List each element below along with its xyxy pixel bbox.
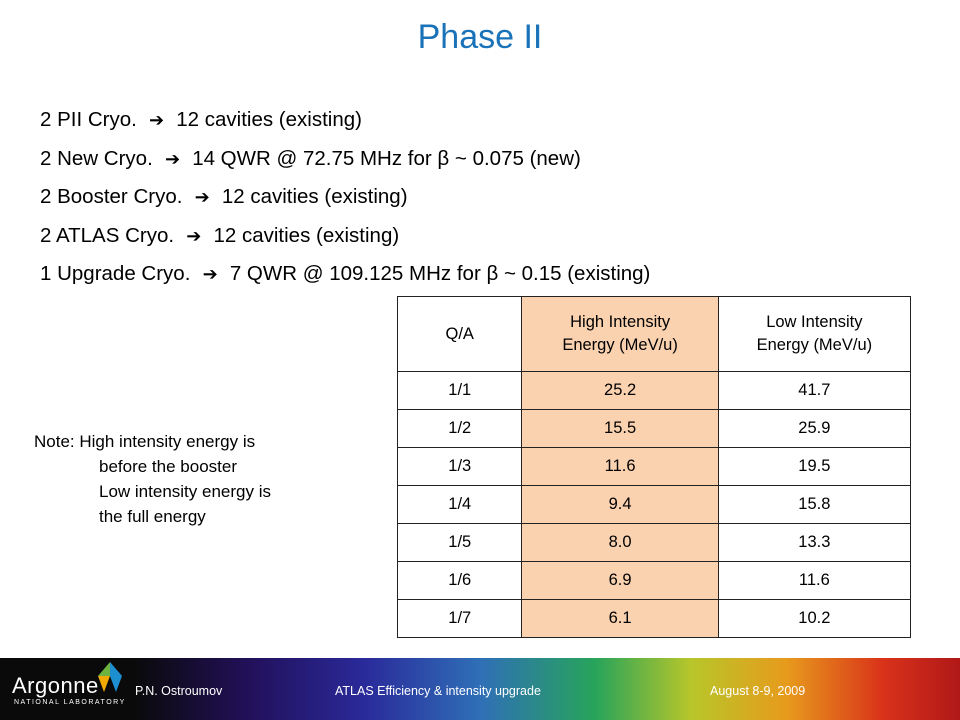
note-line: before the booster [99,457,237,476]
table-row: 1/5 8.0 13.3 [396,523,912,562]
table-row: 1/7 6.1 10.2 [396,599,912,638]
cell-high: 9.4 [521,485,719,524]
cell-low: 41.7 [717,371,912,410]
footer-date: August 8-9, 2009 [710,684,806,698]
note-block: Note: High intensity energy is before th… [34,429,271,529]
cell-low: 15.8 [717,485,912,524]
arrow-icon: ➔ [149,110,165,130]
cell-high: 25.2 [521,371,719,410]
cell-high: 6.1 [521,599,719,638]
bullet-text: 12 cavities (existing) [213,223,400,247]
footer-bar: Argonne NATIONAL LABORATORY P.N. Ostroum… [0,658,960,720]
header-line: Low Intensity [766,313,863,331]
bullet-item: 2 Booster Cryo. ➔ 12 cavities (existing) [40,181,650,220]
arrow-icon: ➔ [164,148,181,169]
footer-topic: ATLAS Efficiency & intensity upgrade [335,684,541,698]
arrow-icon: ➔ [194,187,210,207]
cell-qa: 1/4 [396,485,523,524]
cell-qa: 1/3 [396,447,523,486]
cell-qa: 1/1 [396,371,523,410]
arrow-icon: ➔ [202,264,218,284]
note-line: Note: High intensity energy is [34,432,256,451]
note-line: Low intensity energy is [99,482,271,501]
table-row: 1/6 6.9 11.6 [396,561,912,600]
logo-wordmark: Argonne [12,673,99,698]
table-row: 1/2 15.5 25.9 [396,409,912,448]
arrow-icon: ➔ [186,225,202,246]
cell-high: 15.5 [521,409,719,448]
footer-author: P.N. Ostroumov [135,684,223,698]
argonne-logo: Argonne NATIONAL LABORATORY [12,662,126,708]
cell-low: 10.2 [717,599,912,638]
bullet-text: 2 ATLAS Cryo. [40,223,175,247]
bullet-text: 14 QWR @ 72.75 MHz for β ~ 0.075 (new) [192,146,581,170]
header-qa: Q/A [396,296,523,372]
cell-qa: 1/7 [396,599,523,638]
header-high-intensity: High Intensity Energy (MeV/u) [521,296,719,372]
cell-low: 13.3 [717,523,912,562]
bullet-item: 2 New Cryo. ➔ 14 QWR @ 72.75 MHz for β ~… [40,143,650,182]
bullet-text: 12 cavities (existing) [221,185,408,208]
bullet-text: 12 cavities (existing) [176,108,362,131]
cell-qa: 1/5 [396,523,523,562]
cell-low: 25.9 [717,409,912,448]
bullet-text: 1 Upgrade Cryo. [40,262,191,285]
cell-qa: 1/2 [396,409,523,448]
header-line: Energy (MeV/u) [562,336,678,354]
table-row: 1/4 9.4 15.8 [396,485,912,524]
header-line: Energy (MeV/u) [756,336,873,354]
cell-high: 11.6 [521,447,719,486]
bullet-item: 1 Upgrade Cryo. ➔ 7 QWR @ 109.125 MHz fo… [40,258,650,297]
cell-high: 8.0 [521,523,719,562]
bullet-text: 2 New Cryo. [40,146,153,170]
table-row: 1/3 11.6 19.5 [396,447,912,486]
bullet-text: 2 Booster Cryo. [40,185,183,208]
bullet-item: 2 PII Cryo. ➔ 12 cavities (existing) [40,104,650,143]
bullet-text: 2 PII Cryo. [40,108,137,131]
cell-qa: 1/6 [396,561,523,600]
table-row: 1/1 25.2 41.7 [396,371,912,410]
logo-subtitle: NATIONAL LABORATORY [14,699,126,706]
argonne-triangle-icon [98,662,122,692]
cell-low: 11.6 [717,561,912,600]
bullet-list: 2 PII Cryo. ➔ 12 cavities (existing) 2 N… [40,104,650,297]
cell-low: 19.5 [717,447,912,486]
note-line: the full energy [99,507,206,526]
slide-title: Phase II [417,18,543,56]
header-low-intensity: Low Intensity Energy (MeV/u) [717,296,912,372]
energy-table: Q/A High Intensity Energy (MeV/u) Low In… [396,296,912,638]
header-line: High Intensity [570,313,671,331]
bullet-text: 7 QWR @ 109.125 MHz for β ~ 0.15 (existi… [229,262,651,285]
table-header-row: Q/A High Intensity Energy (MeV/u) Low In… [396,296,912,372]
bullet-item: 2 ATLAS Cryo. ➔ 12 cavities (existing) [40,220,650,259]
cell-high: 6.9 [521,561,719,600]
